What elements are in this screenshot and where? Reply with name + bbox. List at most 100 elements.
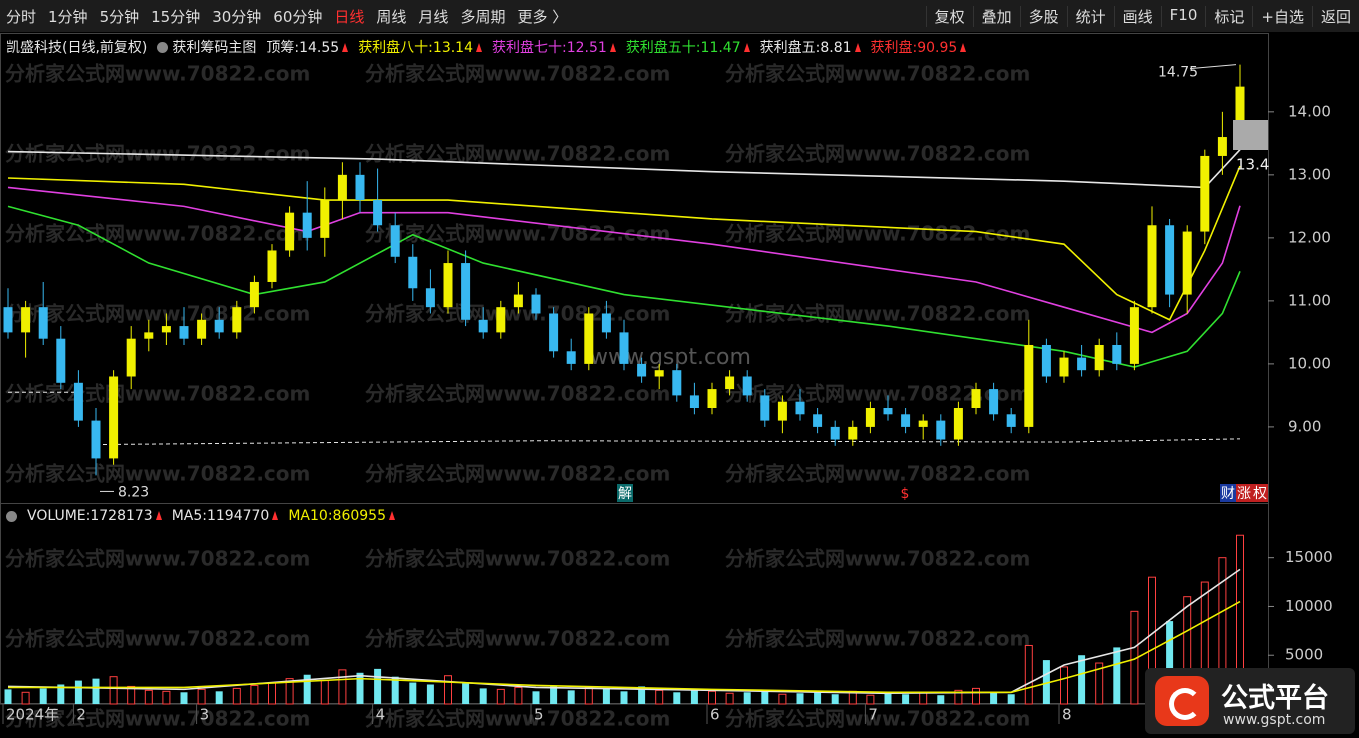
period-tab[interactable]: 分时	[6, 7, 37, 26]
readout: MA10:860955	[288, 508, 395, 524]
volume-bar	[708, 690, 716, 705]
candle-body	[689, 395, 699, 408]
volume-bar	[584, 686, 593, 705]
volume-bar	[127, 685, 136, 705]
x-tick-label: 4	[376, 706, 386, 724]
toolbar: 分时 1分钟 5分钟 15分钟 30分钟 60分钟 日线 周线 月线 多周期 更多 〉 复权 叠加 多股统…	[0, 0, 1359, 32]
tool-button[interactable]: +自选	[1252, 5, 1312, 27]
volume-bar	[268, 682, 276, 705]
candle-body	[320, 200, 330, 238]
readout-value: 13.14	[432, 40, 473, 56]
volume-bar	[796, 693, 804, 704]
watermark: 分析家公式网www.70822.com	[365, 142, 670, 166]
candle-body	[1129, 307, 1139, 364]
candle-body	[795, 401, 805, 415]
tool-button[interactable]: 叠加	[972, 5, 1020, 27]
tool-button[interactable]: 返回	[1311, 5, 1359, 27]
candle-body	[1235, 86, 1245, 138]
info-marker-bg	[1252, 484, 1268, 502]
readout: 顶筹:14.55	[266, 37, 349, 57]
menu-icon[interactable]	[157, 41, 169, 53]
tool-button[interactable]: 画线	[1113, 5, 1161, 27]
readout-value: 14.55	[299, 40, 340, 56]
period-tab[interactable]: 60分钟	[273, 7, 323, 26]
low-label: 8.23	[118, 484, 149, 500]
volume-bar	[180, 692, 188, 704]
period-tab[interactable]: 多周期	[460, 7, 506, 26]
candle-body	[566, 351, 576, 364]
volume-bar	[831, 694, 839, 704]
volume-bar	[778, 693, 787, 705]
candle-body	[531, 294, 541, 314]
volume-bar	[567, 690, 575, 704]
candle-body	[1112, 344, 1122, 364]
volume-bar	[814, 692, 822, 704]
y-tick-label: 9.00	[1288, 417, 1321, 435]
indicator-name: 获利筹码主图	[172, 40, 257, 56]
line	[8, 600, 1241, 694]
up-arrow	[854, 43, 861, 52]
volume-bar	[92, 678, 100, 704]
candle-body	[355, 174, 365, 201]
volume-bar	[954, 689, 963, 705]
tool-button[interactable]: 多股	[1019, 5, 1067, 27]
candle-body	[742, 376, 752, 396]
period-tab[interactable]: 5分钟	[99, 7, 140, 26]
watermark: 分析家公式网www.70822.com	[5, 142, 310, 166]
watermark: 分析家公式网www.70822.com	[365, 62, 670, 86]
watermark: 分析家公式网www.70822.com	[725, 382, 1030, 406]
period-tab[interactable]: 15分钟	[151, 7, 201, 26]
volume-bar	[638, 686, 646, 704]
readout-label: MA10:	[288, 508, 333, 524]
volume-bar	[655, 689, 664, 705]
tool-button[interactable]: 复权	[925, 5, 973, 27]
readout-label: MA5:	[171, 508, 207, 524]
volume-bar	[743, 692, 751, 704]
menu-icon[interactable]	[6, 510, 17, 522]
high-label: 14.75	[1158, 65, 1198, 81]
volume-bar	[919, 691, 928, 705]
candle-body	[425, 288, 435, 308]
info-marker: 财	[1221, 486, 1235, 502]
volume-bar	[937, 695, 945, 704]
period-tab[interactable]: 30分钟	[212, 7, 262, 26]
up-arrow	[342, 43, 349, 52]
line	[7, 568, 1241, 695]
watermark: 分析家公式网www.70822.com	[365, 707, 670, 731]
period-tab[interactable]: 更多 〉	[517, 7, 568, 26]
readout-label: 获利盘七十:	[492, 40, 567, 56]
volume-header: VOLUME:1728173 MA5:1194770 MA10:860955	[6, 508, 395, 524]
candle-body	[478, 319, 488, 333]
candle-body	[989, 389, 999, 415]
volume-bar	[1078, 655, 1086, 704]
watermark: 分析家公式网www.70822.com	[725, 547, 1030, 571]
candle-body	[337, 174, 347, 201]
x-tick-label: 2	[76, 706, 86, 724]
candle-body	[1059, 357, 1069, 377]
candle-body	[285, 212, 295, 251]
volume-bar	[1060, 666, 1068, 705]
price-header: 凯盛科技(日线,前复权) 获利筹码主图 顶筹:14.55 获利盘八十:13.14 获…	[6, 37, 967, 57]
y-tick-label: 10000	[1285, 597, 1333, 615]
period-tab[interactable]: 月线	[418, 7, 449, 26]
volume-bar	[1024, 644, 1033, 705]
candle-body	[901, 414, 911, 427]
readout: 获利盘五十:11.47	[626, 37, 750, 57]
tool-button[interactable]: 统计	[1066, 5, 1114, 27]
candle-body	[408, 256, 418, 289]
candle-body	[619, 332, 629, 364]
period-tab[interactable]: 1分钟	[48, 7, 88, 26]
tool-button[interactable]: 标记	[1205, 5, 1252, 27]
period-tab[interactable]: 周线	[376, 7, 407, 26]
tool-button[interactable]: F10	[1160, 5, 1206, 27]
readout-label: 获利盘八十:	[358, 40, 433, 56]
pointer	[1189, 64, 1237, 70]
candle-body	[883, 408, 893, 415]
readout-value: 11.47	[700, 40, 741, 56]
candle-body	[865, 408, 875, 427]
readout-value: 1194770	[206, 508, 270, 524]
volume-bar	[144, 689, 153, 705]
period-tab[interactable]: 日线	[334, 7, 365, 26]
readout-label: VOLUME:	[27, 508, 91, 524]
